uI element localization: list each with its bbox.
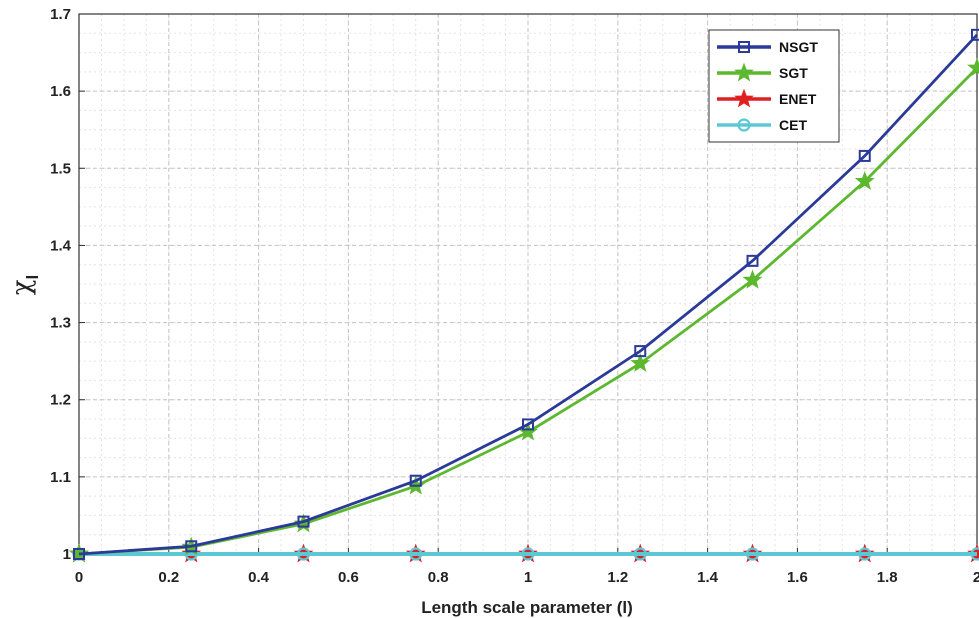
y-axis-ticks: 1 1.1 1.2 1.3 1.4 1.5 1.6 1.7 [50,6,85,563]
data-point-sgt [854,170,875,190]
x-tick-label: 1.2 [607,569,628,586]
y-axis-title-symbol: χ [7,279,37,295]
x-axis-title: Length scale parameter (l) [421,598,633,617]
y-axis-title: χl [7,275,42,296]
data-point-cet [296,547,311,561]
data-point-sgt [293,513,314,533]
legend-item-nsgt: NSGT [717,39,818,55]
data-point-nsgt [971,28,979,41]
x-tick-label: 1 [524,569,532,586]
x-tick-label: 0 [75,569,83,586]
legend-marker [734,62,754,82]
series-line-nsgt [78,33,979,556]
data-point-cet [409,547,423,561]
data-point-sgt [742,269,763,289]
legend-item-cet: CET [717,117,807,133]
data-point-nsgt [858,149,871,162]
y-tick-label: 1 [63,546,71,563]
data-point-sgt [518,421,538,441]
y-tick-label: 1.3 [50,315,71,332]
minor-grid [78,13,978,555]
data-point-nsgt [185,540,198,553]
x-tick-label: 0.4 [248,569,270,586]
data-point-nsgt [297,515,310,528]
y-tick-label: 1.4 [50,237,72,254]
y-tick-label: 1.5 [50,160,71,177]
data-point-nsgt [634,345,647,358]
legend-marker [738,41,750,53]
data-point-cet [521,547,535,561]
data-point-sgt [967,57,979,77]
y-tick-label: 1.2 [50,392,71,409]
data-point-nsgt [522,418,534,431]
data-point-nsgt [746,254,759,267]
y-axis-title-subscript: l [23,275,42,280]
svg-text:χl: χl [7,275,42,296]
data-point-nsgt [73,548,85,560]
data-point-cet [633,547,647,561]
x-tick-label: 1.4 [697,569,719,586]
y-tick-label: 1.7 [50,6,71,23]
legend-label: CET [779,117,807,133]
x-tick-label: 1.8 [877,569,898,586]
x-tick-label: 0.6 [338,569,359,586]
y-tick-label: 1.1 [50,469,71,486]
y-tick-label: 1.6 [50,83,71,100]
x-tick-label: 2 [973,569,979,586]
series-layer [69,28,979,563]
legend-marker [734,88,754,108]
series-nsgt [73,28,979,560]
legend-item-enet: ENET [717,88,817,108]
x-tick-label: 0.8 [428,569,449,586]
x-axis-ticks: 0 0.2 0.4 0.6 0.8 1 1.2 1.4 1.6 1.8 2 [75,548,979,586]
data-point-cet [970,547,979,561]
legend-item-sgt: SGT [717,62,808,82]
legend-label: NSGT [779,39,818,55]
legend-label: SGT [779,65,808,81]
x-tick-label: 1.6 [787,569,808,586]
legend-label: ENET [779,91,817,107]
data-point-sgt [630,353,651,372]
x-tick-label: 0.2 [158,569,179,586]
legend: NSGT SGT ENET CET [708,29,840,143]
data-point-nsgt [409,474,422,487]
data-point-cet [745,547,760,561]
data-point-cet [858,547,872,561]
legend-marker [737,118,751,132]
